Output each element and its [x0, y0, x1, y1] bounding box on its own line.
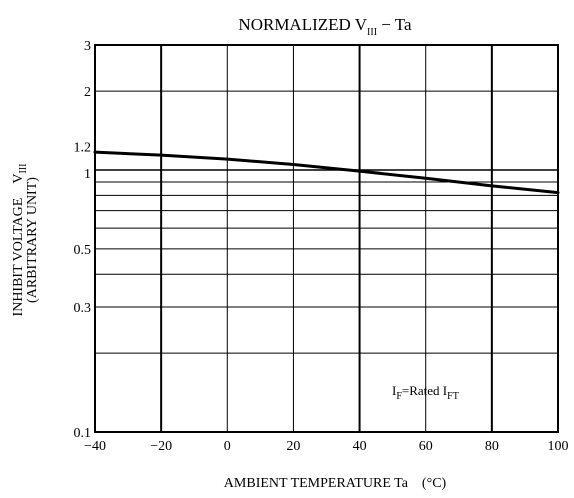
y-tick-label: 0.5 [74, 243, 92, 258]
x-tick-label: 40 [353, 439, 367, 454]
y-tick-label: 1 [84, 167, 91, 182]
annotation-middle: =Rated I [402, 383, 447, 398]
y-axis-label-subscript: III [18, 164, 29, 174]
condition-annotation: IF=Rated IFT [392, 383, 459, 402]
x-axis-label: AMBIENT TEMPERATURE Ta (°C) [224, 476, 447, 491]
x-tick-label: −20 [150, 439, 172, 454]
y-tick-label: 2 [84, 85, 91, 100]
y-axis-label-main: INHIBIT VOLTAGE V [11, 174, 26, 317]
y-axis-label-line1: INHIBIT VOLTAGE VIII [11, 164, 29, 317]
x-tick-label: 20 [286, 439, 300, 454]
annotation-main: I [392, 383, 396, 398]
chart-title: NORMALIZED VIII − Ta [238, 15, 412, 38]
series-line [93, 150, 560, 195]
y-axis-label-line2: (ARBITRARY UNIT) [25, 177, 40, 303]
x-tick-label: 0 [224, 439, 231, 454]
x-tick-label: −40 [84, 439, 106, 454]
y-tick-label: 0.3 [74, 301, 92, 316]
x-gridlines [160, 45, 493, 432]
annotation-sub-f: F [396, 391, 402, 402]
y-tick-label: 1.2 [74, 140, 92, 155]
x-tick-label: 100 [548, 439, 569, 454]
x-tick-label: 80 [485, 439, 499, 454]
y-gridlines [95, 90, 558, 354]
y-tick-label: 0.1 [74, 426, 92, 441]
y-axis-label: INHIBIT VOLTAGE VIII (ARBITRARY UNIT) [11, 164, 40, 317]
chart-title-rest: − Ta [377, 15, 412, 34]
x-tick-labels: −40 −20 0 20 40 60 80 100 [84, 439, 568, 454]
plot-frame [94, 44, 559, 433]
annotation-sub-ft: FT [447, 391, 459, 402]
series-layer [93, 150, 560, 195]
chart-title-subscript: III [367, 27, 377, 38]
chart-title-main: NORMALIZED V [238, 15, 367, 34]
x-tick-label: 60 [419, 439, 433, 454]
y-tick-labels: 0.1 0.3 0.5 1 1.2 2 3 [74, 39, 92, 441]
y-tick-label: 3 [84, 39, 91, 54]
